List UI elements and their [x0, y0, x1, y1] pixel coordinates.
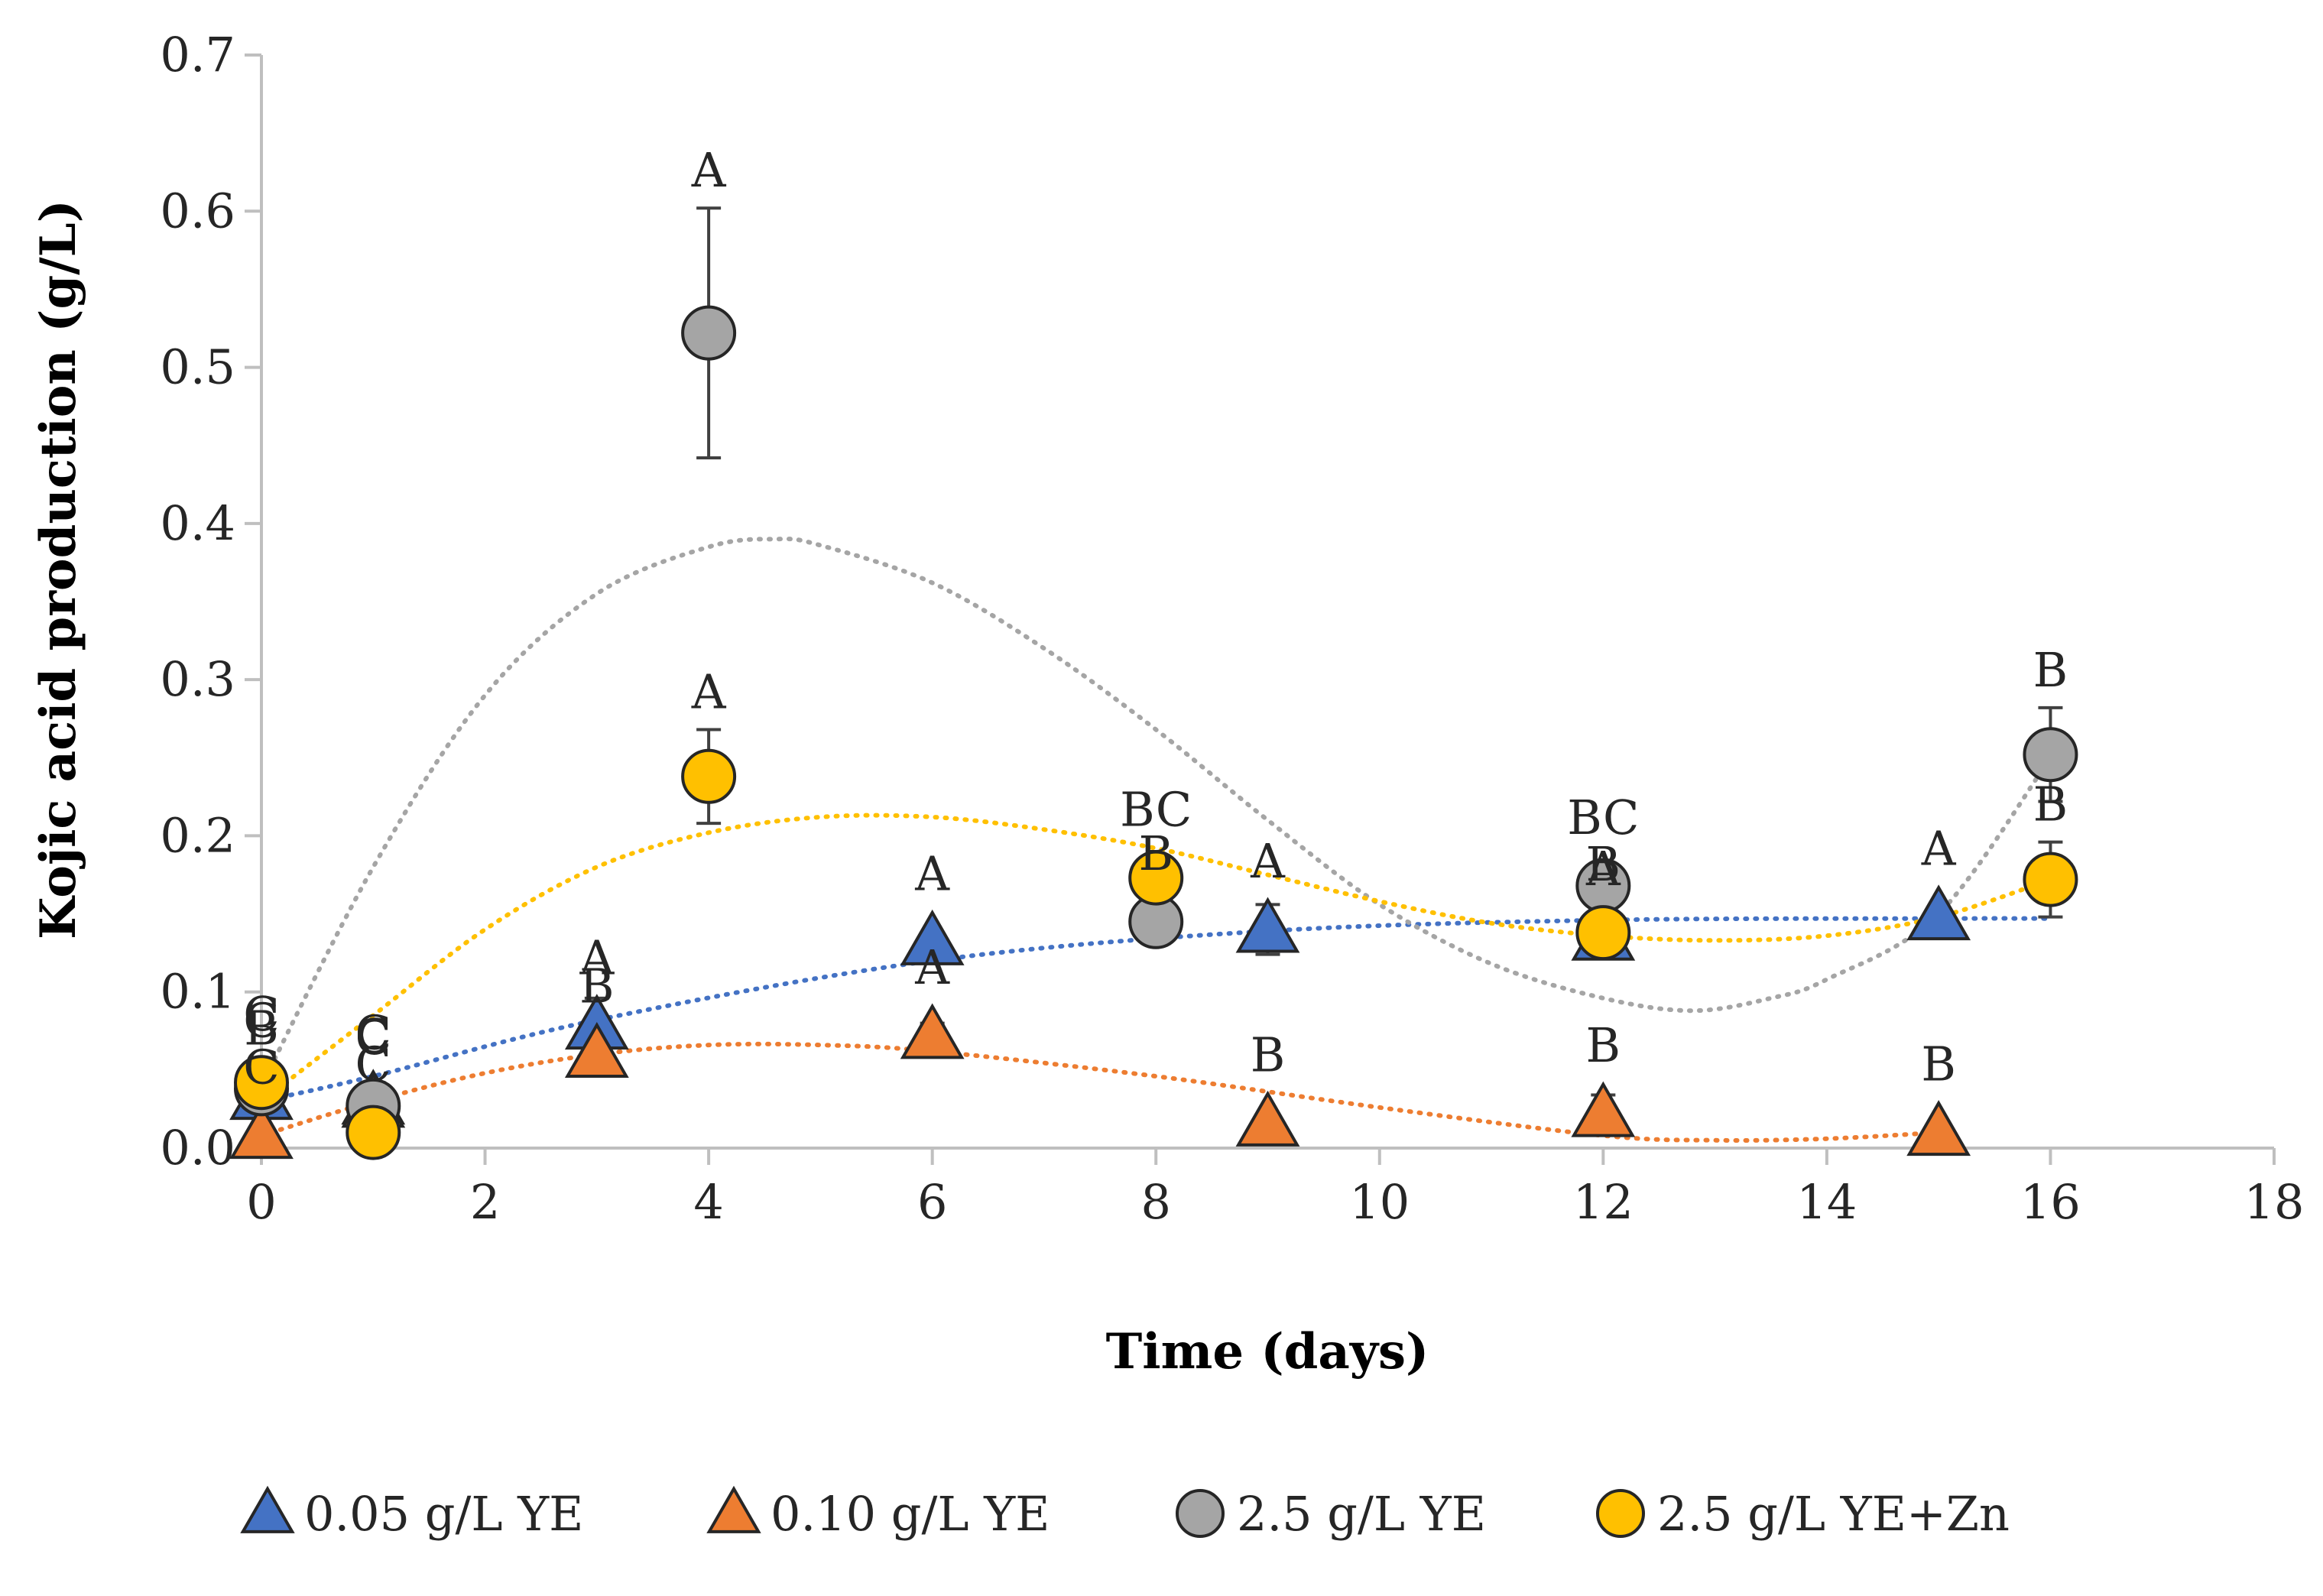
significance-letter: C	[355, 1036, 391, 1092]
x-tick-label: 0	[246, 1174, 276, 1230]
significance-letter: B	[1586, 1017, 1621, 1073]
x-tick-label: 14	[1796, 1174, 1857, 1230]
legend-marker-triangle	[240, 1485, 295, 1533]
significance-letter: C	[355, 1005, 391, 1061]
plot-area: 0.00.10.20.30.40.50.60.70 2 4 6 8 10 12 14 16 18 …	[160, 27, 2304, 1230]
data-point-circle	[2023, 727, 2078, 783]
y-tick-label: 0.3	[160, 651, 235, 707]
legend-label: 2.5 g/L YE	[1237, 1486, 1486, 1542]
legend-item-0: 0.05 g/L YE	[240, 1485, 583, 1542]
x-tick-label: 2	[470, 1174, 500, 1230]
data-point-circle	[1128, 850, 1184, 906]
data-point-triangle	[1906, 884, 1971, 941]
x-tick-label: 4	[693, 1174, 723, 1230]
axes: 0.0 0.1 0.2 0.3 0.4 0.5 0.6 0.7 0 2 4 6 8 10 12 14 16 18	[160, 27, 2304, 1230]
data-markers	[229, 305, 2078, 1160]
y-axis-title: Kojic acid production (g/L)	[30, 200, 87, 939]
significance-letter: B	[2033, 642, 2068, 698]
data-point-triangle	[900, 909, 965, 965]
y-tick-label: 0.6	[160, 183, 235, 238]
x-tick-label: 18	[2244, 1174, 2305, 1230]
data-point-triangle	[564, 1021, 629, 1078]
y-tick-label: 0.0	[160, 1120, 235, 1176]
data-point-triangle	[900, 1003, 965, 1059]
y-tick-label: 0.4	[160, 495, 235, 551]
significance-letter: A	[1921, 821, 1957, 877]
legend-label: 2.5 g/L YE+Zn	[1657, 1486, 2010, 1542]
significance-letter: C	[243, 986, 279, 1042]
significance-letter: B	[1586, 836, 1621, 892]
data-point-triangle	[1906, 1100, 1971, 1156]
legend-item-3: 2.5 g/L YE+Zn	[1596, 1486, 2010, 1542]
data-point-triangle	[229, 1103, 294, 1160]
x-tick-label: 12	[1573, 1174, 1634, 1230]
y-tick-label: 0.1	[160, 964, 235, 1020]
significance-letter: A	[579, 930, 615, 986]
significance-letter: B	[1921, 1036, 1956, 1092]
x-axis-title: Time (days)	[1106, 1323, 1429, 1380]
data-point-triangle	[1235, 1090, 1300, 1147]
trendline-series-0	[259, 916, 2053, 1104]
significance-letter: A	[1585, 841, 1621, 897]
x-tick-label: 8	[1140, 1174, 1170, 1230]
significance-letter: C	[355, 1008, 391, 1064]
legend-marker-triangle	[706, 1485, 761, 1533]
significance-letter: B	[1138, 826, 1173, 881]
significance-letter: C	[243, 992, 279, 1048]
data-point-circle	[2023, 852, 2078, 907]
trendline-series-3	[259, 813, 2053, 1104]
x-tick-label: 16	[2020, 1174, 2081, 1230]
significance-letter: A	[691, 664, 727, 720]
data-point-circle	[346, 1105, 401, 1160]
significance-letter: A	[1250, 833, 1286, 889]
x-tick-label: 6	[917, 1174, 947, 1230]
data-point-circle	[681, 748, 737, 804]
significance-letter: B	[244, 1001, 279, 1056]
significance-letter: B	[1251, 1027, 1286, 1082]
significance-letter: C	[243, 1040, 279, 1095]
error-bars	[249, 206, 2063, 1143]
significance-letter: B	[2033, 777, 2068, 832]
legend-label: 0.05 g/L YE	[304, 1486, 583, 1542]
trendline-series-2	[259, 537, 2053, 1088]
significance-letter: A	[914, 939, 950, 995]
legend: 0.05 g/L YE 0.10 g/L YE 2.5 g/L YE 2.5 g/L …	[240, 1485, 2010, 1542]
significance-letter: B	[579, 958, 615, 1014]
y-tick-label: 0.5	[160, 339, 235, 395]
data-point-circle	[1575, 905, 1631, 961]
data-point-triangle	[1571, 1081, 1636, 1137]
legend-item-1: 0.10 g/L YE	[706, 1485, 1050, 1542]
data-point-circle	[681, 305, 737, 361]
legend-item-2: 2.5 g/L YE	[1176, 1486, 1486, 1542]
legend-marker-circle	[1176, 1489, 1225, 1538]
significance-letter: A	[691, 142, 727, 198]
legend-label: 0.10 g/L YE	[771, 1486, 1050, 1542]
trendlines	[259, 537, 2053, 1143]
data-point-circle	[234, 1055, 289, 1111]
legend-marker-circle	[1596, 1489, 1645, 1538]
significance-letter: BC	[1120, 782, 1192, 838]
significance-letter: BC	[1567, 790, 1639, 845]
data-point-triangle	[1235, 897, 1300, 953]
significance-letter: A	[914, 845, 950, 901]
significance-letter: C	[355, 1010, 391, 1066]
trendline-series-1	[259, 1041, 1942, 1143]
y-tick-label: 0.7	[160, 27, 235, 83]
x-tick-label: 10	[1349, 1174, 1410, 1230]
y-tick-label: 0.2	[160, 807, 235, 863]
